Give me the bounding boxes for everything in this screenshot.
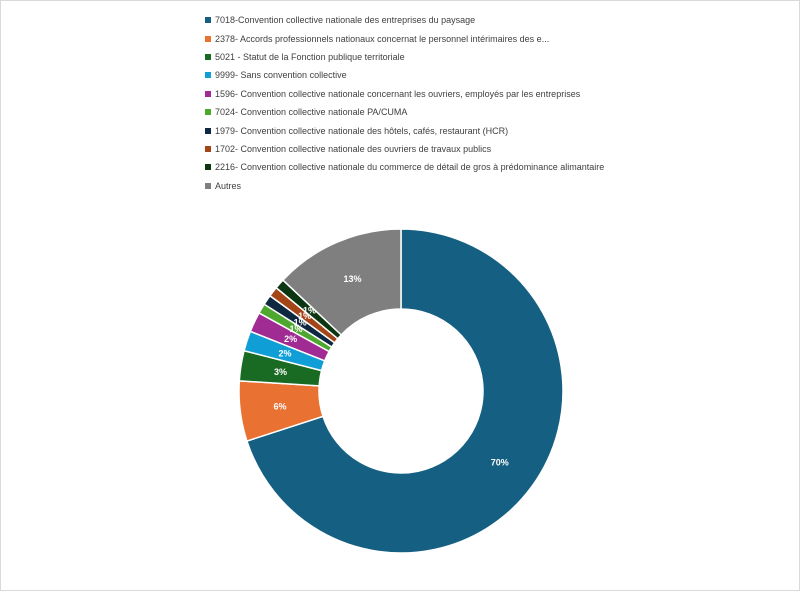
slice-data-label: 1% [294,317,307,327]
donut-slice [281,228,402,336]
legend-swatch [205,72,211,79]
legend-item: 2216- Convention collective nationale du… [205,158,604,176]
donut-slice [245,228,564,554]
legend-item: 7024- Convention collective nationale PA… [205,103,604,121]
legend-item: 5021 - Statut de la Fonction publique te… [205,48,604,66]
legend-item: 1702- Convention collective nationale de… [205,140,604,158]
slice-data-label: 2% [284,334,297,344]
slice-data-label: 3% [274,367,287,377]
legend-label: 7024- Convention collective nationale PA… [215,107,408,118]
legend-label: 7018-Convention collective nationale des… [215,15,476,26]
legend-swatch [205,53,211,60]
legend-item: 9999- Sans convention collective [205,66,604,84]
legend-swatch [205,182,211,189]
legend-swatch [205,17,211,24]
legend-swatch [205,145,211,152]
legend-swatch [205,164,211,171]
legend-label: 2216- Convention collective nationale du… [215,162,605,173]
legend-item: 1596- Convention collective nationale co… [205,85,604,103]
slice-data-label: 2% [278,348,291,358]
slice-data-label: 70% [491,458,509,468]
legend-swatch [205,109,211,116]
legend-swatch [205,90,211,97]
legend-swatch [205,35,211,42]
legend-label: 1596- Convention collective nationale co… [215,88,581,99]
legend-item: 2378- Accords professionnels nationaux c… [205,29,604,47]
legend-item: 7018-Convention collective nationale des… [205,11,604,29]
legend-label: 5021 - Statut de la Fonction publique te… [215,51,405,62]
legend-swatch [205,127,211,134]
slice-data-label: 13% [344,274,362,284]
slice-data-label: 6% [273,401,286,411]
slice-data-label: 1% [303,305,316,315]
legend-item: 1979- Convention collective nationale de… [205,121,604,139]
legend-label: Autres [215,180,242,191]
legend-label: 1979- Convention collective nationale de… [215,125,509,136]
legend-label: 9999- Sans convention collective [215,70,347,81]
legend-item: Autres [205,177,604,195]
slice-data-label: 1% [298,311,311,321]
legend-label: 2378- Accords professionnels nationaux c… [215,33,550,44]
legend: 7018-Convention collective nationale des… [205,11,604,195]
legend-label: 1702- Convention collective nationale de… [215,143,492,154]
slice-data-label: 1% [289,324,302,334]
